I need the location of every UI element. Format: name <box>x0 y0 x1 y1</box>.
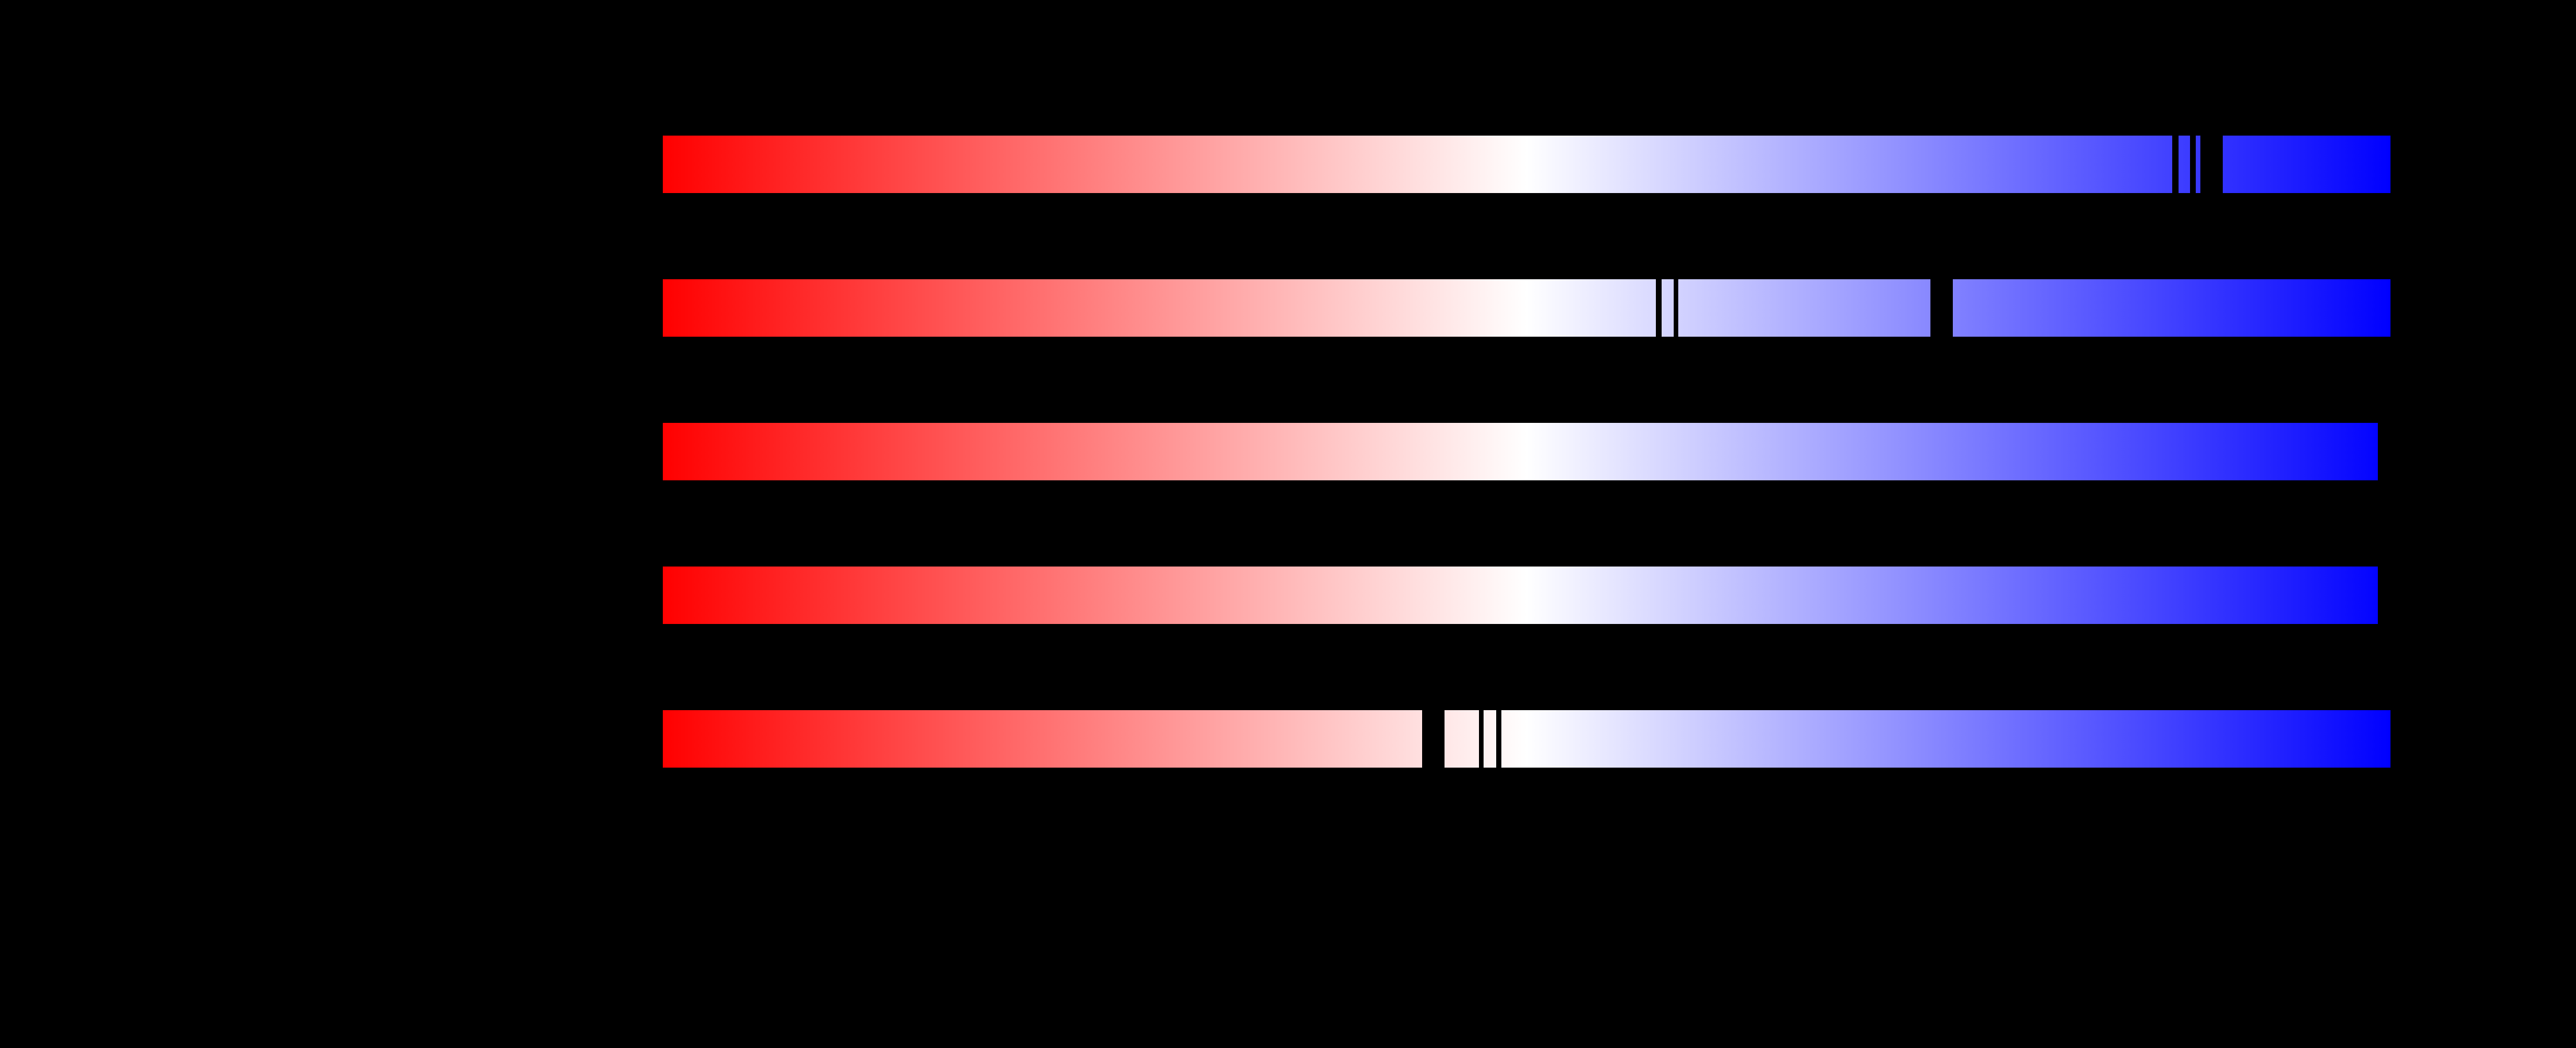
gradient-bar <box>663 710 2390 768</box>
marker-line-thick <box>1930 279 1953 337</box>
marker-line-thick <box>1422 710 1445 768</box>
marker-line-thick <box>2200 136 2223 193</box>
gradient-fill <box>663 710 2390 768</box>
marker-line-thin <box>1674 279 1678 337</box>
gradient-fill <box>663 136 2390 193</box>
gradient-fill <box>663 423 2378 480</box>
gradient-fill <box>663 567 2378 624</box>
marker-line-thin <box>2190 136 2196 193</box>
gradient-bar <box>663 423 2378 480</box>
marker-line-thin <box>2172 136 2179 193</box>
marker-line-thin <box>1496 710 1501 768</box>
marker-line-thin <box>1656 279 1662 337</box>
marker-line-thin <box>1479 710 1484 768</box>
gradient-bar <box>663 136 2390 193</box>
gradient-bar <box>663 279 2390 337</box>
gradient-bar <box>663 567 2378 624</box>
gradient-fill <box>663 279 2390 337</box>
